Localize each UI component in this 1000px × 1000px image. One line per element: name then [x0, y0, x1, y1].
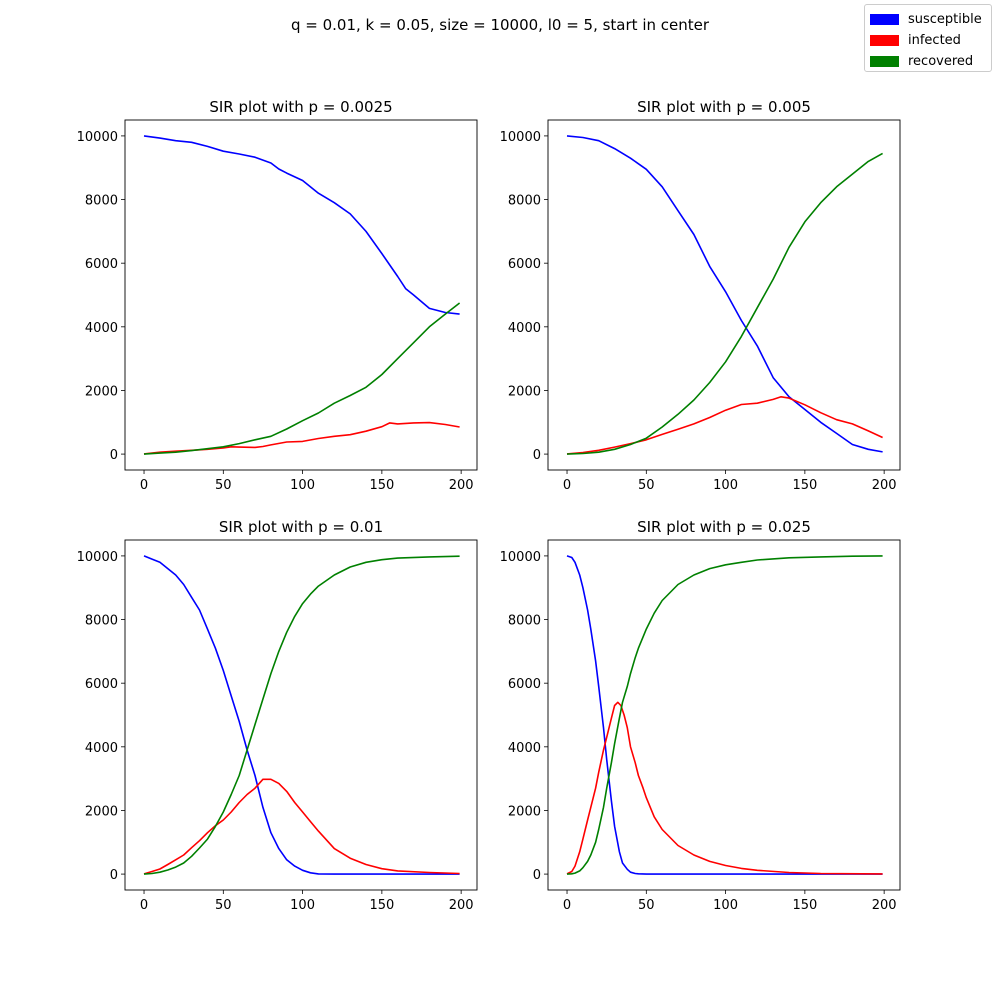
chart-title-1: SIR plot with p = 0.0025	[209, 98, 392, 116]
x-tick-label: 150	[369, 898, 394, 913]
chart-panel-3: SIR plot with p = 0.010 50 100 150 200020004…	[77, 518, 478, 913]
series-line-infected-3	[143, 778, 460, 875]
y-tick-label: 10000	[77, 550, 118, 565]
legend-entry-infected: infected	[870, 31, 961, 49]
y-tick-label: 4000	[85, 321, 118, 336]
series-line-susceptible-4	[566, 555, 883, 875]
y-tick-label: 6000	[508, 677, 541, 692]
series-line-recovered-1	[143, 302, 461, 455]
y-tick-label: 0	[110, 448, 118, 463]
series-line-recovered-3	[143, 555, 460, 875]
x-tick-label: 50	[215, 898, 232, 913]
y-tick-label: 2000	[85, 384, 118, 399]
axes-frame-3	[124, 539, 478, 891]
y-tick-label: 10000	[77, 130, 118, 145]
y-tick-label: 2000	[85, 804, 118, 819]
y-tick-label: 8000	[85, 194, 118, 209]
x-tick-label: 100	[290, 898, 315, 913]
chart-title-3: SIR plot with p = 0.01	[219, 518, 383, 536]
y-tick-label: 0	[533, 868, 541, 883]
series-line-susceptible-2	[566, 135, 883, 453]
x-tick-label: 50	[215, 478, 232, 493]
x-tick-label: 200	[872, 898, 897, 913]
x-tick-label: 100	[713, 898, 738, 913]
x-tick-label: 200	[449, 478, 474, 493]
axes-frame-1	[124, 119, 478, 471]
y-tick-label: 0	[110, 868, 118, 883]
figure-suptitle: q = 0.01, k = 0.05, size = 10000, l0 = 5…	[290, 16, 710, 34]
series-line-infected-4	[566, 701, 883, 875]
series-line-recovered-4	[566, 555, 883, 875]
x-tick-label: 0	[140, 898, 148, 913]
axes-frame-4	[547, 539, 901, 891]
y-tick-label: 6000	[85, 677, 118, 692]
y-tick-label: 10000	[500, 550, 541, 565]
y-tick-label: 2000	[508, 384, 541, 399]
series-line-susceptible-1	[143, 135, 460, 315]
series-line-recovered-2	[566, 152, 883, 455]
legend-entry-recovered: recovered	[870, 52, 973, 70]
series-line-infected-1	[143, 421, 460, 455]
chart-title-4: SIR plot with p = 0.025	[637, 518, 811, 536]
y-tick-label: 8000	[508, 194, 541, 209]
x-tick-label: 0	[140, 478, 148, 493]
legend-label-infected: infected	[908, 32, 961, 48]
x-tick-label: 50	[638, 478, 655, 493]
legend-label-susceptible: susceptible	[908, 11, 982, 27]
x-tick-label: 0	[563, 478, 571, 493]
y-tick-label: 6000	[85, 257, 118, 272]
y-tick-label: 2000	[508, 804, 541, 819]
x-tick-label: 150	[792, 898, 817, 913]
x-tick-label: 100	[713, 478, 738, 493]
y-tick-label: 6000	[508, 257, 541, 272]
x-tick-label: 200	[449, 898, 474, 913]
x-tick-label: 150	[369, 478, 394, 493]
legend-entry-susceptible: susceptible	[870, 10, 982, 28]
y-tick-label: 0	[533, 448, 541, 463]
y-tick-label: 10000	[500, 130, 541, 145]
x-tick-label: 50	[638, 898, 655, 913]
x-tick-label: 200	[872, 478, 897, 493]
x-tick-label: 100	[290, 478, 315, 493]
legend-swatch-recovered	[870, 55, 899, 67]
y-tick-label: 4000	[508, 321, 541, 336]
axes-frame-2	[547, 119, 901, 471]
x-tick-label: 0	[563, 898, 571, 913]
legend-swatch-susceptible	[870, 13, 899, 25]
figure-legend: susceptible infected recovered	[864, 4, 992, 72]
legend-label-recovered: recovered	[908, 53, 974, 69]
legend-swatch-infected	[870, 34, 899, 46]
y-tick-label: 8000	[508, 614, 541, 629]
y-tick-label: 4000	[85, 741, 118, 756]
x-tick-label: 150	[792, 478, 817, 493]
y-tick-label: 4000	[508, 741, 541, 756]
series-line-infected-2	[566, 395, 883, 455]
y-tick-label: 8000	[85, 614, 118, 629]
chart-title-2: SIR plot with p = 0.005	[637, 98, 811, 116]
